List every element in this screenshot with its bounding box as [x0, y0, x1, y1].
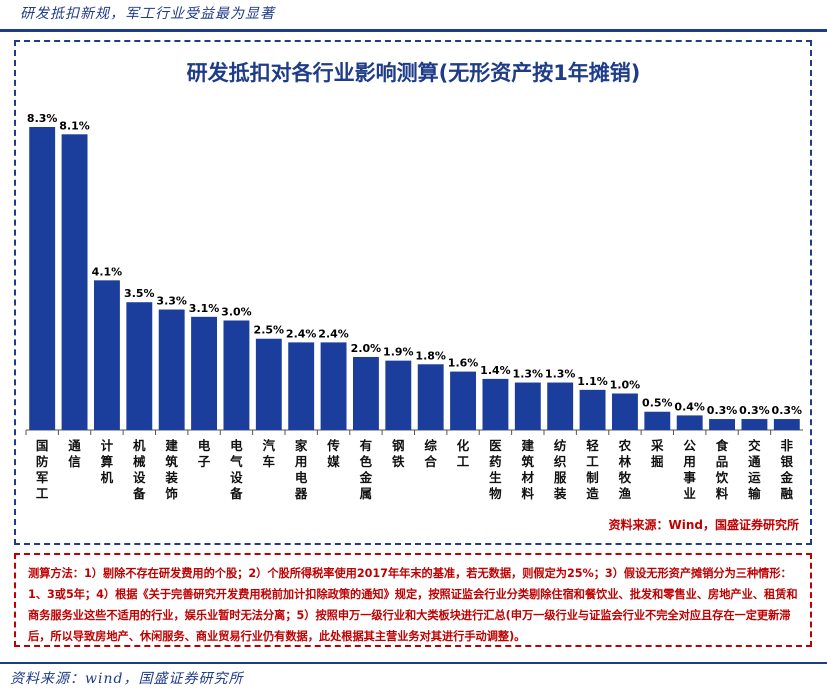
- bar: [773, 419, 800, 430]
- category-label: 交通运输: [748, 438, 761, 501]
- category-label: 国防军工: [36, 438, 49, 501]
- category-label: 医药生物: [489, 438, 502, 501]
- category-label: 综合: [424, 438, 437, 469]
- category-label: 电子: [198, 438, 211, 469]
- data-label: 0.5%: [642, 397, 673, 410]
- bar: [61, 134, 88, 430]
- category-label: 机械设备: [132, 438, 146, 501]
- methodology-note: 测算方法：1）剔除不存在研发费用的个股；2）个股所得税率使用2017年年末的基准…: [14, 553, 812, 647]
- data-label: 1.3%: [545, 368, 576, 381]
- data-label: 1.6%: [448, 357, 479, 370]
- category-label: 计算机: [101, 438, 114, 485]
- bar: [385, 360, 412, 430]
- top-divider: [0, 29, 827, 32]
- category-label: 电气设备: [229, 438, 243, 501]
- bar: [352, 356, 379, 430]
- bar: [288, 342, 315, 430]
- data-label: 1.0%: [610, 378, 641, 391]
- category-label: 汽车: [263, 438, 276, 469]
- category-label: 化工: [457, 438, 470, 469]
- bar: [611, 393, 638, 430]
- bar: [29, 127, 56, 430]
- data-label: 2.4%: [318, 327, 349, 340]
- bar: [709, 419, 736, 430]
- data-label: 3.3%: [156, 295, 187, 308]
- category-label: 轻工制造: [586, 438, 599, 501]
- bar: [158, 309, 185, 430]
- data-label: 3.1%: [189, 302, 220, 315]
- data-label: 2.0%: [351, 342, 382, 355]
- bar: [93, 280, 120, 430]
- bar: [126, 302, 153, 430]
- bar: [482, 378, 509, 430]
- data-label: 8.3%: [27, 112, 58, 125]
- data-label: 0.3%: [772, 404, 803, 417]
- data-label: 3.0%: [221, 305, 252, 318]
- bar: [191, 316, 218, 430]
- bar: [320, 342, 347, 430]
- bottom-divider: [0, 662, 827, 664]
- category-label: 公用事业: [682, 438, 696, 501]
- data-label: 0.4%: [674, 400, 705, 413]
- data-label: 1.9%: [383, 346, 414, 359]
- category-label: 有色金属: [359, 438, 373, 501]
- bar: [644, 411, 671, 430]
- data-label: 1.8%: [415, 349, 446, 362]
- chart-source: 资料来源：Wind，国盛证券研究所: [608, 518, 799, 532]
- data-label: 0.3%: [707, 404, 738, 417]
- chart-title: 研发抵扣对各行业影响测算(无形资产按1年摊销): [186, 61, 641, 85]
- category-label: 食品饮料: [715, 438, 729, 501]
- category-label: 通信: [68, 438, 81, 469]
- bar: [514, 382, 541, 430]
- bar: [450, 371, 477, 430]
- category-label: 建筑装饰: [164, 438, 178, 501]
- bar-chart: 8.3% 国防军工 8.1% 通信 4.1% 计算机 3.5% 机械设备 3.3% 建筑装饰 3.1…: [25, 112, 803, 501]
- data-label: 2.5%: [254, 324, 285, 337]
- data-label: 4.1%: [92, 265, 123, 278]
- data-label: 1.3%: [513, 368, 544, 381]
- data-label: 3.5%: [124, 287, 155, 300]
- data-label: 0.3%: [739, 404, 770, 417]
- category-label: 采掘: [650, 438, 664, 469]
- category-label: 非银金融: [780, 438, 794, 501]
- bar: [255, 338, 282, 430]
- category-label: 建筑材料: [521, 438, 535, 501]
- bar: [223, 320, 250, 430]
- data-label: 1.4%: [480, 364, 511, 377]
- source-caption: 资料来源：wind，国盛证券研究所: [10, 671, 244, 687]
- bar: [417, 364, 444, 430]
- page-caption: 研发抵扣新规，军工行业受益最为显著: [20, 6, 275, 22]
- bar: [547, 382, 574, 430]
- chart-frame: [14, 40, 812, 545]
- data-label: 8.1%: [59, 119, 90, 132]
- category-label: 传媒: [326, 438, 340, 469]
- category-label: 农林牧渔: [618, 438, 632, 501]
- category-label: 家用电器: [294, 438, 308, 501]
- bar: [741, 419, 768, 430]
- category-label: 纺织服装: [553, 438, 567, 501]
- data-label: 2.4%: [286, 327, 317, 340]
- bar: [579, 389, 606, 430]
- category-label: 钢铁: [392, 438, 405, 469]
- bar: [676, 415, 703, 430]
- data-label: 1.1%: [577, 375, 608, 388]
